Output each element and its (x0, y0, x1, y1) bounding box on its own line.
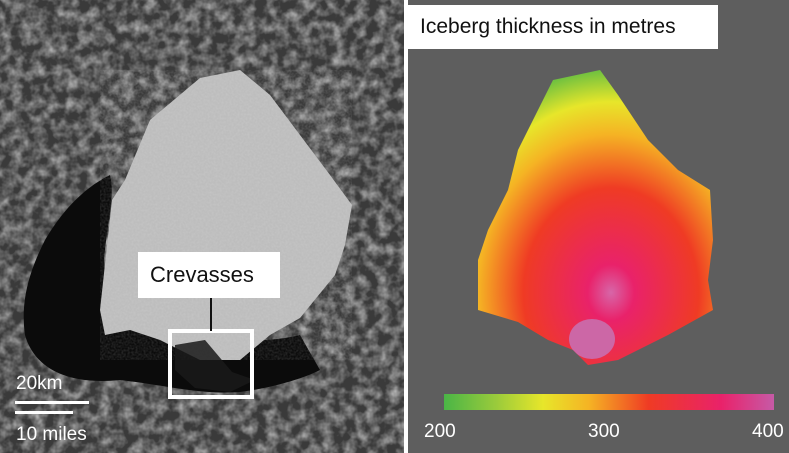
thickness-map-title: Iceberg thickness in metres (408, 5, 718, 49)
scale-bar-metric (15, 401, 89, 404)
scale-bar-imperial (15, 411, 73, 414)
thickness-map-panel: Iceberg thickness in metres 200 300 400 (408, 0, 789, 453)
colorbar-tick-mid: 300 (588, 421, 620, 442)
satellite-image (0, 0, 404, 453)
crevasses-label: Crevasses (138, 252, 280, 298)
satellite-image-panel: Crevasses 20km 10 miles (0, 0, 404, 453)
scale-imperial-label: 10 miles (16, 424, 87, 445)
max-thickness-spot (569, 319, 615, 359)
open-water (23, 175, 321, 393)
colorbar-tick-max: 400 (752, 421, 784, 442)
thickness-map (478, 70, 713, 365)
crevasse-zone (175, 340, 255, 392)
thickness-heatmap (478, 70, 713, 365)
scale-metric-label: 20km (16, 373, 63, 394)
colorbar-tick-min: 200 (424, 421, 456, 442)
colorbar (444, 394, 774, 410)
